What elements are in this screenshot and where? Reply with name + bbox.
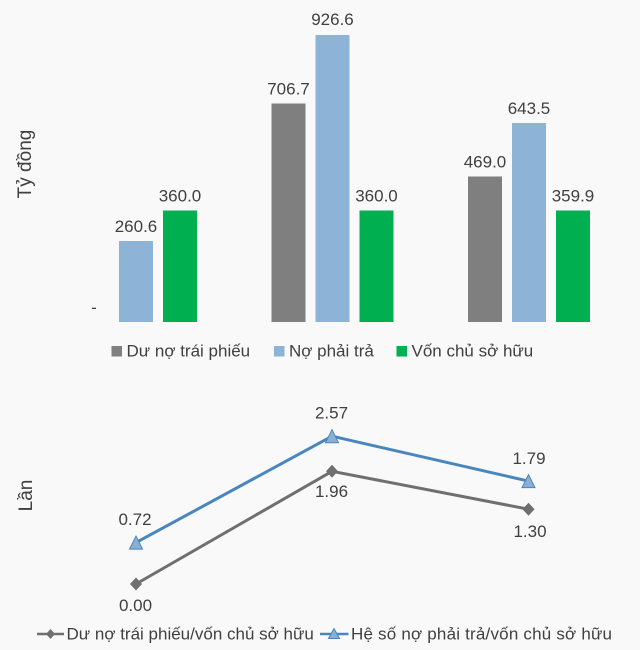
- svg-text:706.7: 706.7: [267, 80, 310, 99]
- svg-text:469.0: 469.0: [464, 153, 507, 172]
- svg-text:926.6: 926.6: [311, 10, 354, 29]
- svg-text:1.96: 1.96: [315, 482, 348, 501]
- svg-text:643.5: 643.5: [508, 99, 551, 118]
- svg-text:1.30: 1.30: [513, 522, 546, 541]
- svg-text:-: -: [91, 298, 97, 317]
- svg-text:Dư nợ trái phiếu/vốn chủ sở hữ: Dư nợ trái phiếu/vốn chủ sở hữu: [67, 625, 314, 644]
- svg-text:Tỷ đồng: Tỷ đồng: [15, 130, 36, 199]
- svg-text:Vốn chủ sở hữu: Vốn chủ sở hữu: [412, 342, 534, 361]
- svg-text:0.00: 0.00: [119, 596, 152, 615]
- svg-text:360.0: 360.0: [355, 187, 398, 206]
- svg-text:260.6: 260.6: [115, 217, 158, 236]
- svg-text:1.79: 1.79: [512, 449, 545, 468]
- svg-text:360.0: 360.0: [159, 187, 202, 206]
- svg-text:Hệ số nợ phải trả/vốn chủ sở h: Hệ số nợ phải trả/vốn chủ sở hữu: [351, 625, 612, 644]
- svg-text:2.57: 2.57: [315, 404, 348, 423]
- svg-text:Lần: Lần: [16, 480, 37, 512]
- svg-text:359.9: 359.9: [552, 187, 595, 206]
- svg-text:Nợ phải trả: Nợ phải trả: [289, 342, 374, 361]
- svg-text:Dư nợ trái phiếu: Dư nợ trái phiếu: [127, 342, 251, 361]
- svg-text:0.72: 0.72: [118, 510, 151, 529]
